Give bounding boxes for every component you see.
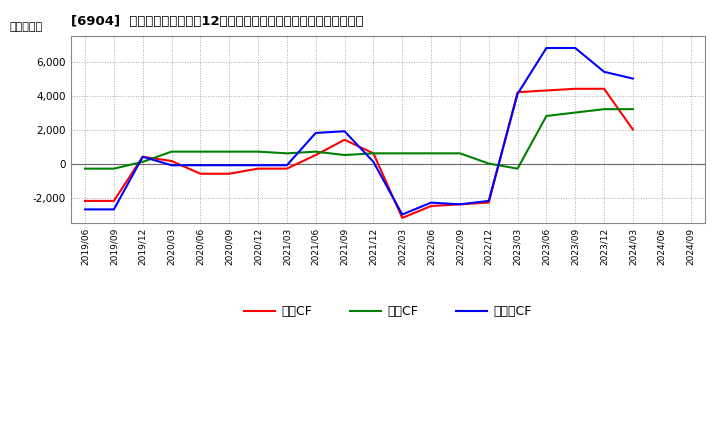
営業CF [253, 166, 262, 171]
フリーCF [398, 212, 407, 217]
投賃CF [109, 166, 118, 171]
フリーCF [225, 163, 233, 168]
フリーCF [600, 69, 608, 74]
投賃CF [456, 151, 464, 156]
営業CF [225, 171, 233, 176]
営業CF [485, 200, 493, 205]
Legend: 営業CF, 投賃CF, フリーCF: 営業CF, 投賃CF, フリーCF [239, 300, 536, 323]
投賃CF [341, 152, 349, 158]
フリーCF [369, 159, 378, 165]
投賃CF [167, 149, 176, 154]
投賃CF [282, 151, 291, 156]
フリーCF [167, 163, 176, 168]
フリーCF [629, 76, 637, 81]
Line: 営業CF: 営業CF [85, 89, 633, 218]
フリーCF [282, 163, 291, 168]
投賃CF [253, 149, 262, 154]
営業CF [427, 203, 436, 209]
フリーCF [196, 163, 204, 168]
フリーCF [427, 200, 436, 205]
営業CF [369, 151, 378, 156]
投賃CF [629, 106, 637, 112]
営業CF [542, 88, 551, 93]
投賃CF [542, 114, 551, 119]
フリーCF [341, 128, 349, 134]
フリーCF [456, 202, 464, 207]
投賃CF [513, 166, 522, 171]
フリーCF [109, 207, 118, 212]
Text: [6904]  キャッシュフローの12か月移動合計の対前年同期増減額の推移: [6904] キャッシュフローの12か月移動合計の対前年同期増減額の推移 [71, 15, 364, 28]
営業CF [282, 166, 291, 171]
フリーCF [253, 163, 262, 168]
Line: 投賃CF: 投賃CF [85, 109, 633, 169]
営業CF [109, 198, 118, 204]
フリーCF [81, 207, 89, 212]
投賃CF [571, 110, 580, 115]
フリーCF [485, 198, 493, 204]
投賃CF [600, 106, 608, 112]
Line: フリーCF: フリーCF [85, 48, 633, 215]
営業CF [456, 202, 464, 207]
Y-axis label: （百万円）: （百万円） [9, 22, 42, 33]
フリーCF [312, 130, 320, 136]
投賃CF [369, 151, 378, 156]
投賃CF [398, 151, 407, 156]
営業CF [629, 127, 637, 132]
投賃CF [225, 149, 233, 154]
投賃CF [81, 166, 89, 171]
営業CF [167, 158, 176, 164]
フリーCF [138, 154, 147, 159]
営業CF [571, 86, 580, 92]
営業CF [398, 215, 407, 220]
営業CF [81, 198, 89, 204]
営業CF [138, 154, 147, 159]
投賃CF [196, 149, 204, 154]
投賃CF [138, 159, 147, 165]
フリーCF [571, 45, 580, 51]
投賃CF [427, 151, 436, 156]
投賃CF [485, 161, 493, 166]
営業CF [196, 171, 204, 176]
フリーCF [542, 45, 551, 51]
営業CF [600, 86, 608, 92]
営業CF [341, 137, 349, 143]
フリーCF [513, 91, 522, 96]
投賃CF [312, 149, 320, 154]
営業CF [513, 89, 522, 95]
営業CF [312, 152, 320, 158]
